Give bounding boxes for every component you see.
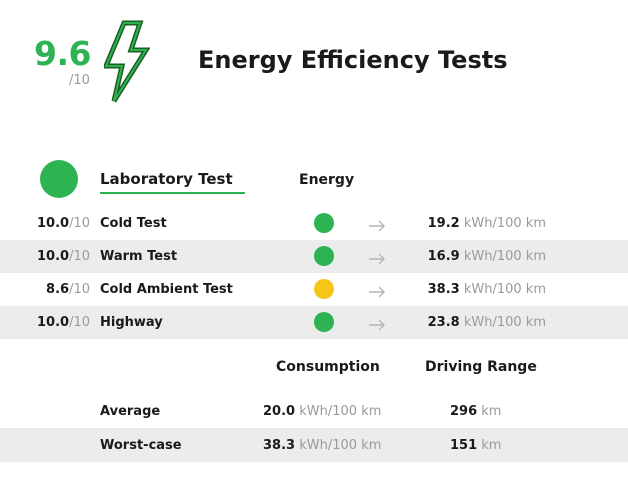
arrow-right-icon <box>368 250 386 269</box>
summary-row: Worst-case 38.3 kWh/100 km 151 km <box>0 428 628 462</box>
test-row: 10.0/10 Cold Test 19.2 kWh/100 km <box>0 207 628 240</box>
rating-dot <box>314 312 334 332</box>
test-score: 10.0/10 <box>37 315 90 330</box>
page-title: Energy Efficiency Tests <box>198 46 508 74</box>
energy-value: 23.8 kWh/100 km <box>427 315 546 330</box>
summary-label: Average <box>100 404 161 419</box>
test-row: 10.0/10 Highway 23.8 kWh/100 km <box>0 306 628 339</box>
laboratory-status-dot <box>40 160 78 198</box>
rating-dot <box>314 213 334 233</box>
consumption-column-header: Consumption <box>276 359 380 375</box>
energy-value: 38.3 kWh/100 km <box>427 282 546 297</box>
driving-range-value: 151 km <box>450 438 502 453</box>
arrow-right-icon <box>368 283 386 302</box>
consumption-value: 38.3 kWh/100 km <box>263 438 382 453</box>
energy-value: 19.2 kWh/100 km <box>427 216 546 231</box>
arrow-right-icon <box>368 316 386 335</box>
summary-row: Average 20.0 kWh/100 km 296 km <box>0 394 628 428</box>
overall-score-scale: /10 <box>69 73 90 88</box>
test-name: Warm Test <box>100 249 178 264</box>
arrow-right-icon <box>368 217 386 236</box>
energy-value: 16.9 kWh/100 km <box>427 249 546 264</box>
test-score: 8.6/10 <box>46 282 90 297</box>
summary-label: Worst-case <box>100 438 182 453</box>
lightning-bolt-icon <box>102 20 151 108</box>
test-name: Highway <box>100 315 163 330</box>
test-score: 10.0/10 <box>37 249 90 264</box>
test-row: 8.6/10 Cold Ambient Test 38.3 kWh/100 km <box>0 273 628 306</box>
rating-dot <box>314 246 334 266</box>
test-row: 10.0/10 Warm Test 16.9 kWh/100 km <box>0 240 628 273</box>
driving-range-value: 296 km <box>450 404 502 419</box>
energy-column-header: Energy <box>299 172 355 188</box>
section-underline <box>100 192 245 194</box>
test-name: Cold Ambient Test <box>100 282 233 297</box>
driving-range-column-header: Driving Range <box>425 359 537 375</box>
consumption-value: 20.0 kWh/100 km <box>263 404 382 419</box>
test-name: Cold Test <box>100 216 167 231</box>
overall-score: 9.6 <box>34 34 91 73</box>
laboratory-test-label: Laboratory Test <box>100 170 233 188</box>
test-score: 10.0/10 <box>37 216 90 231</box>
rating-dot <box>314 279 334 299</box>
